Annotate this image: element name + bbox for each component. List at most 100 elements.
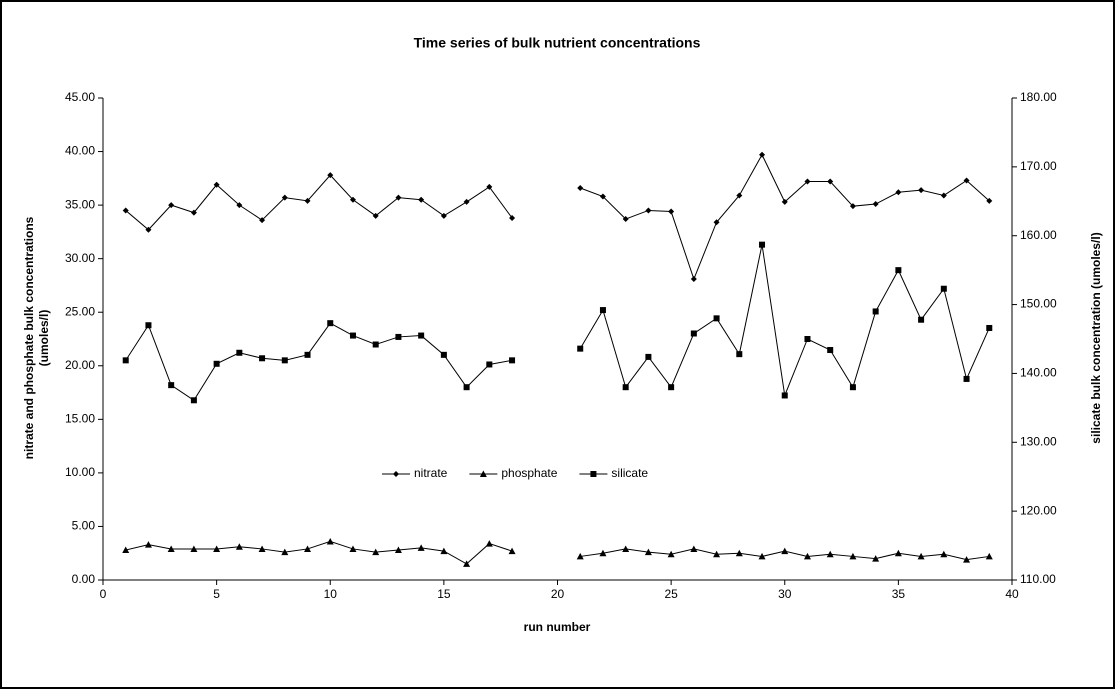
marker — [259, 217, 266, 224]
marker — [599, 307, 606, 314]
marker — [417, 544, 425, 551]
marker — [258, 545, 266, 552]
marker — [713, 315, 720, 322]
marker — [690, 330, 697, 337]
x-tick-label: 5 — [213, 587, 220, 601]
marker — [577, 184, 584, 191]
marker — [304, 545, 312, 552]
marker — [668, 208, 675, 215]
marker — [418, 196, 425, 203]
marker — [168, 202, 175, 209]
marker — [918, 187, 925, 194]
marker — [827, 178, 834, 185]
marker — [872, 555, 880, 562]
marker — [917, 552, 925, 560]
marker — [758, 552, 766, 560]
legend-label: phosphate — [501, 466, 557, 480]
marker — [259, 355, 266, 362]
marker — [781, 198, 788, 205]
marker — [349, 332, 356, 339]
marker — [326, 537, 334, 545]
y2-tick-label: 140.00 — [1020, 366, 1057, 380]
marker — [803, 552, 811, 560]
y-tick-label: 25.00 — [65, 304, 95, 318]
x-tick-label: 10 — [324, 587, 338, 601]
marker — [281, 194, 288, 201]
y2-tick-label: 130.00 — [1020, 434, 1057, 448]
marker — [963, 375, 970, 382]
marker — [122, 207, 129, 214]
marker — [213, 360, 220, 367]
marker — [667, 550, 675, 558]
marker — [281, 548, 289, 556]
marker — [122, 357, 129, 364]
marker — [508, 547, 516, 555]
marker — [327, 320, 334, 327]
marker — [509, 357, 516, 364]
marker — [395, 333, 402, 340]
marker — [236, 349, 243, 356]
marker — [236, 202, 243, 209]
y2-tick-label: 120.00 — [1020, 503, 1057, 517]
marker — [849, 203, 856, 210]
marker — [235, 543, 243, 550]
marker — [849, 384, 856, 391]
x-tick-label: 15 — [437, 587, 451, 601]
y2-tick-label: 160.00 — [1020, 228, 1057, 242]
marker — [622, 384, 629, 391]
marker — [986, 324, 993, 331]
marker — [940, 550, 948, 558]
marker — [144, 541, 152, 548]
legend-label: nitrate — [414, 466, 448, 480]
marker — [213, 181, 220, 188]
marker — [781, 392, 788, 399]
marker — [479, 470, 487, 477]
marker — [827, 347, 834, 354]
marker — [759, 241, 766, 248]
marker — [190, 209, 197, 216]
marker — [372, 548, 380, 556]
marker — [394, 546, 402, 554]
marker — [372, 212, 379, 219]
y-tick-label: 45.00 — [65, 90, 95, 104]
marker — [963, 177, 970, 184]
y-tick-label: 30.00 — [65, 251, 95, 265]
marker — [985, 552, 993, 560]
marker — [826, 550, 834, 558]
marker — [122, 546, 130, 554]
marker — [349, 545, 357, 552]
y-tick-label: 5.00 — [72, 519, 96, 533]
marker — [145, 226, 152, 233]
marker — [963, 556, 971, 563]
y-tick-label: 20.00 — [65, 358, 95, 372]
y2-tick-label: 180.00 — [1020, 90, 1057, 104]
y-tick-label: 40.00 — [65, 144, 95, 158]
marker — [895, 267, 902, 274]
marker — [713, 550, 721, 558]
marker — [281, 357, 288, 364]
marker — [440, 547, 448, 555]
marker — [895, 189, 902, 196]
marker — [894, 549, 902, 557]
marker — [485, 540, 493, 547]
y-tick-label: 0.00 — [72, 572, 96, 586]
marker — [463, 560, 471, 567]
y-tick-label: 10.00 — [65, 465, 95, 479]
marker — [145, 322, 152, 329]
x-tick-label: 40 — [1005, 587, 1019, 601]
marker — [599, 193, 606, 200]
marker — [940, 192, 947, 199]
chart-title: Time series of bulk nutrient concentrati… — [414, 35, 701, 51]
x-axis-label: run number — [524, 620, 591, 634]
marker — [918, 316, 925, 323]
marker — [576, 552, 584, 560]
marker — [872, 201, 879, 208]
marker — [781, 547, 789, 555]
y-tick-label: 15.00 — [65, 412, 95, 426]
marker — [304, 351, 311, 358]
marker — [213, 545, 221, 552]
marker — [736, 351, 743, 358]
marker — [463, 384, 470, 391]
marker — [736, 192, 743, 199]
